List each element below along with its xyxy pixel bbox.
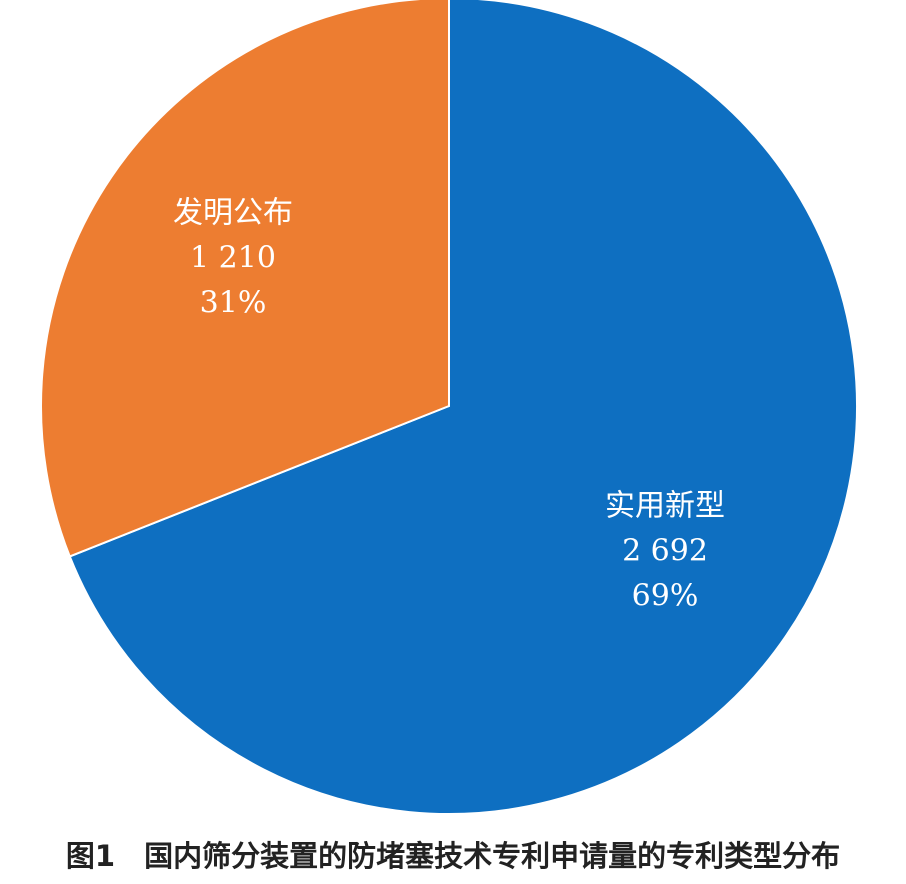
slice-label: 实用新型 (605, 489, 725, 524)
slice-label: 发明公布 (173, 195, 293, 230)
value-label: 1 210 (190, 240, 276, 275)
share-label: 31% (200, 285, 267, 320)
share-label: 69% (632, 579, 699, 614)
chart-title: 图1 国内筛分装置的防堵塞技术专利申请量的专利类型分布 (66, 839, 840, 873)
pie-slice (40, 0, 450, 558)
pie-slice (68, 0, 858, 815)
value-label: 2 692 (622, 534, 708, 569)
